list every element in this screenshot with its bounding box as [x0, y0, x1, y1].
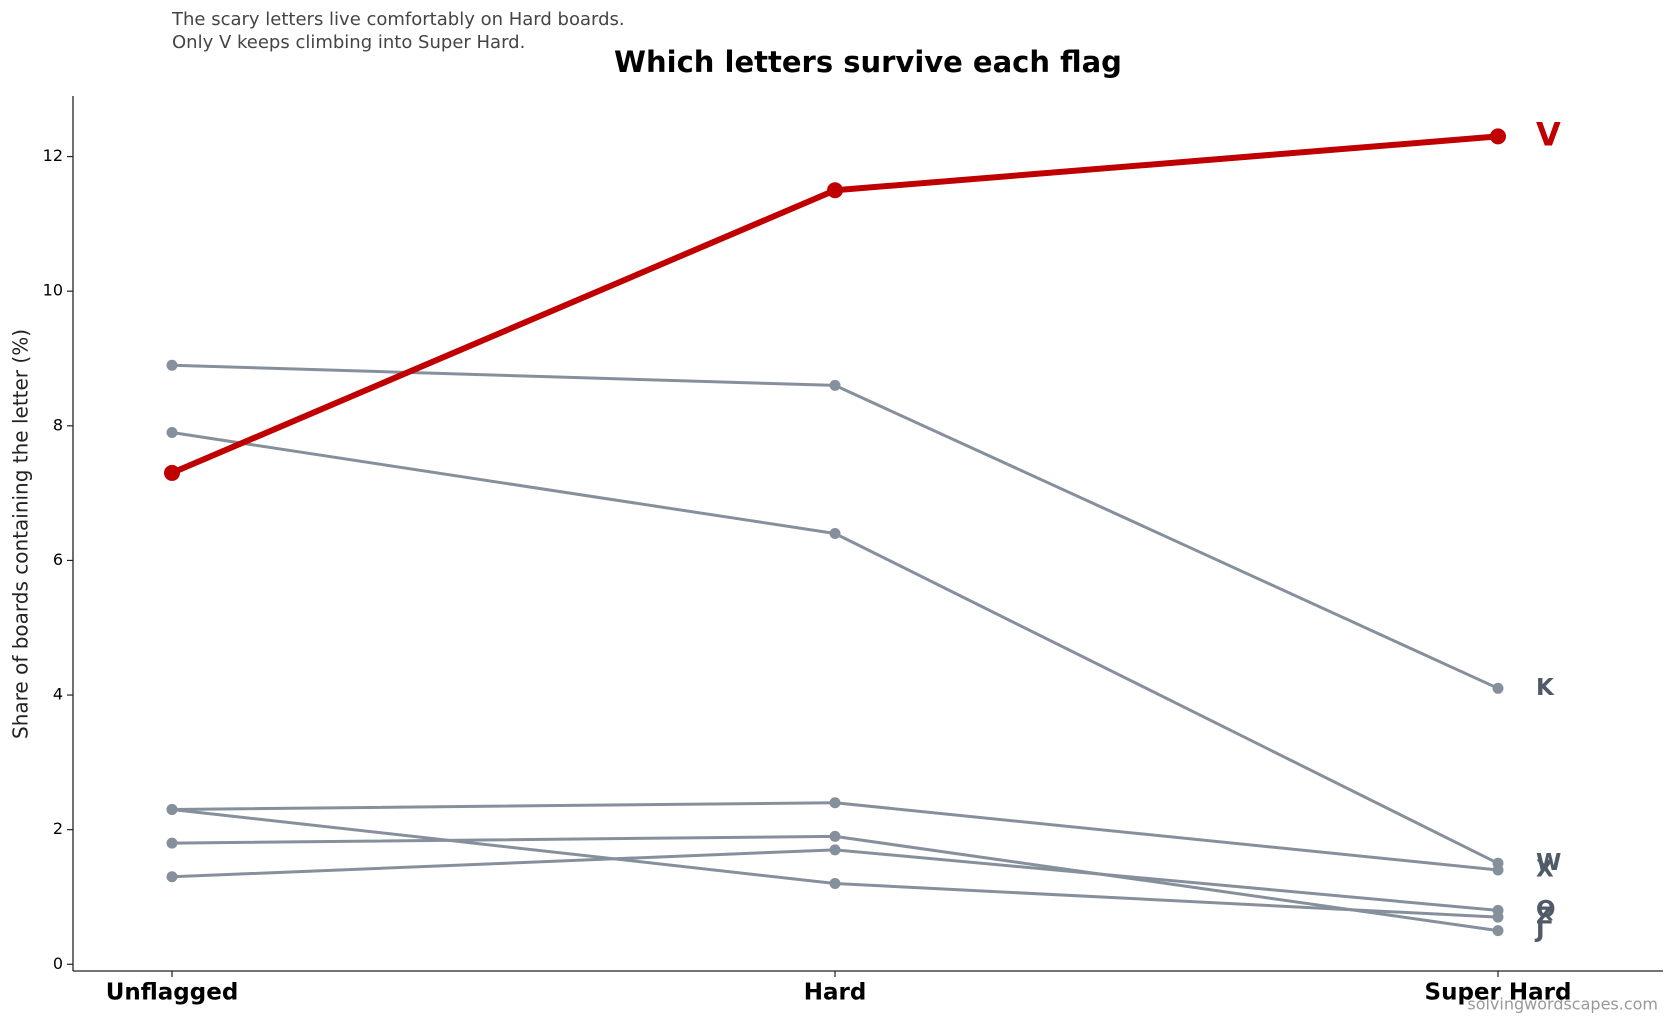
- point: [164, 464, 180, 481]
- chart-title: Which letters survive each flag: [614, 45, 1122, 79]
- point: [1492, 682, 1504, 694]
- series-label: Q: [1536, 897, 1556, 923]
- point: [829, 379, 841, 391]
- series-label: J: [1534, 917, 1545, 943]
- series-label: X: [1536, 857, 1554, 883]
- point: [829, 844, 841, 856]
- point: [166, 837, 178, 849]
- y-tick-label: 4: [53, 685, 63, 704]
- x-tick-label: Super Hard: [1425, 980, 1572, 1006]
- point: [166, 803, 178, 815]
- point: [829, 528, 841, 539]
- point: [166, 871, 178, 883]
- series-label: Z: [1536, 904, 1553, 930]
- point: [829, 878, 841, 889]
- point: [1492, 925, 1504, 937]
- point: [1492, 857, 1504, 869]
- y-axis-label: Share of boards containing the letter (%…: [9, 329, 33, 739]
- y-tick-label: 2: [53, 819, 63, 838]
- y-tick-label: 0: [53, 954, 63, 973]
- point: [829, 797, 841, 809]
- point: [166, 427, 178, 439]
- series-label: V: [1536, 115, 1561, 153]
- point: [166, 359, 178, 371]
- point: [827, 182, 843, 199]
- subtitle-line: The scary letters live comfortably on Ha…: [171, 9, 625, 30]
- series-label: W: [1536, 850, 1561, 876]
- series-label: K: [1536, 675, 1555, 701]
- point: [1490, 128, 1506, 145]
- y-tick-label: 12: [43, 146, 63, 165]
- point: [1492, 904, 1504, 916]
- source: solvingwordscapes.com: [1467, 995, 1658, 1014]
- x-tick-label: Unflagged: [106, 980, 239, 1006]
- subtitle-line: Only V keeps climbing into Super Hard.: [172, 32, 525, 53]
- y-tick-label: 10: [43, 281, 63, 300]
- y-tick-label: 8: [53, 415, 63, 434]
- x-tick-label: Hard: [804, 980, 867, 1006]
- y-tick-label: 6: [53, 550, 63, 569]
- point: [829, 830, 841, 842]
- series-line: [171, 363, 1499, 690]
